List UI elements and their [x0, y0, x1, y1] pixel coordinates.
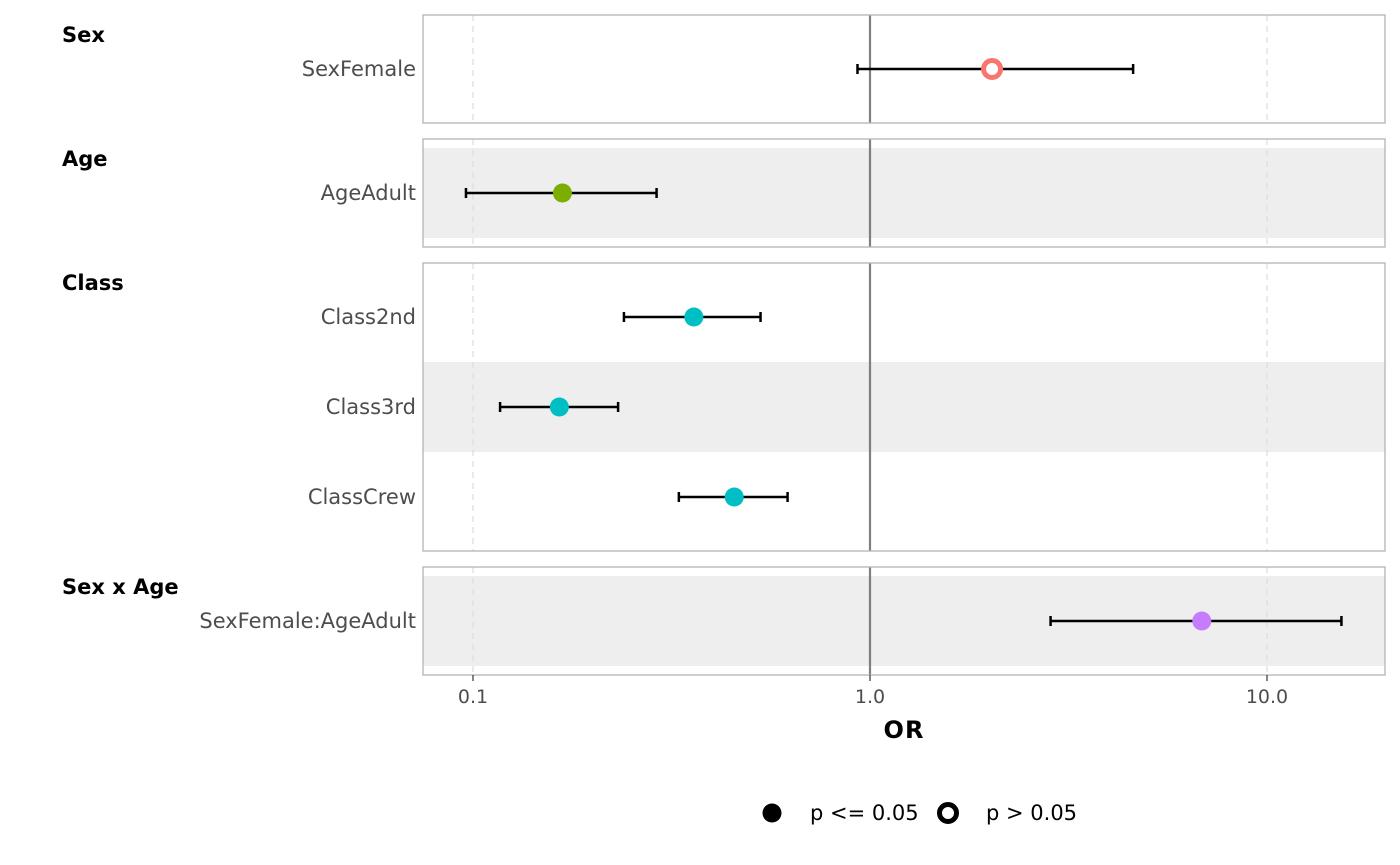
panel-3: Sex x Age SexFemale:AgeAdult: [62, 566, 1386, 676]
x-axis: 0.1 1.0 10.0: [458, 675, 1288, 708]
estimate-point: [724, 487, 744, 507]
term-label: AgeAdult: [321, 181, 416, 205]
estimate-point: [552, 183, 572, 203]
group-label: Sex: [62, 23, 105, 47]
x-tick-label: 1.0: [855, 686, 885, 708]
estimate-point: [549, 397, 569, 417]
group-label: Sex x Age: [62, 575, 179, 599]
panel-border: [422, 14, 1386, 124]
group-label: Class: [62, 271, 124, 295]
legend-label: p <= 0.05: [810, 801, 919, 825]
panel-1: Age AgeAdult: [62, 138, 1386, 248]
x-tick-label: 10.0: [1246, 686, 1288, 708]
panel-0: Sex SexFemale: [62, 14, 1386, 124]
term-label: SexFemale: [302, 57, 416, 81]
term-label: Class2nd: [321, 305, 416, 329]
estimate-point: [1192, 611, 1212, 631]
legend: p <= 0.05 p > 0.05: [762, 801, 1077, 825]
panels: SexSexFemaleAgeAgeAdultClassClass2ndClas…: [62, 14, 1386, 676]
panel-border: [422, 138, 1386, 248]
term-label: ClassCrew: [308, 485, 416, 509]
term-label: Class3rd: [326, 395, 416, 419]
x-tick-label: 0.1: [458, 686, 488, 708]
legend-label: p > 0.05: [986, 801, 1077, 825]
x-axis-title: OR: [884, 716, 925, 744]
panel-border: [422, 566, 1386, 676]
panel-2: Class Class2nd Class3rd ClassCrew: [62, 262, 1386, 552]
term-label: SexFemale:AgeAdult: [199, 609, 416, 633]
estimate-point: [981, 58, 1004, 80]
estimate-point: [684, 307, 704, 327]
legend-marker-open: [937, 802, 959, 824]
group-label: Age: [62, 147, 108, 171]
panel-border: [422, 262, 1386, 552]
legend-marker-filled: [762, 803, 782, 823]
